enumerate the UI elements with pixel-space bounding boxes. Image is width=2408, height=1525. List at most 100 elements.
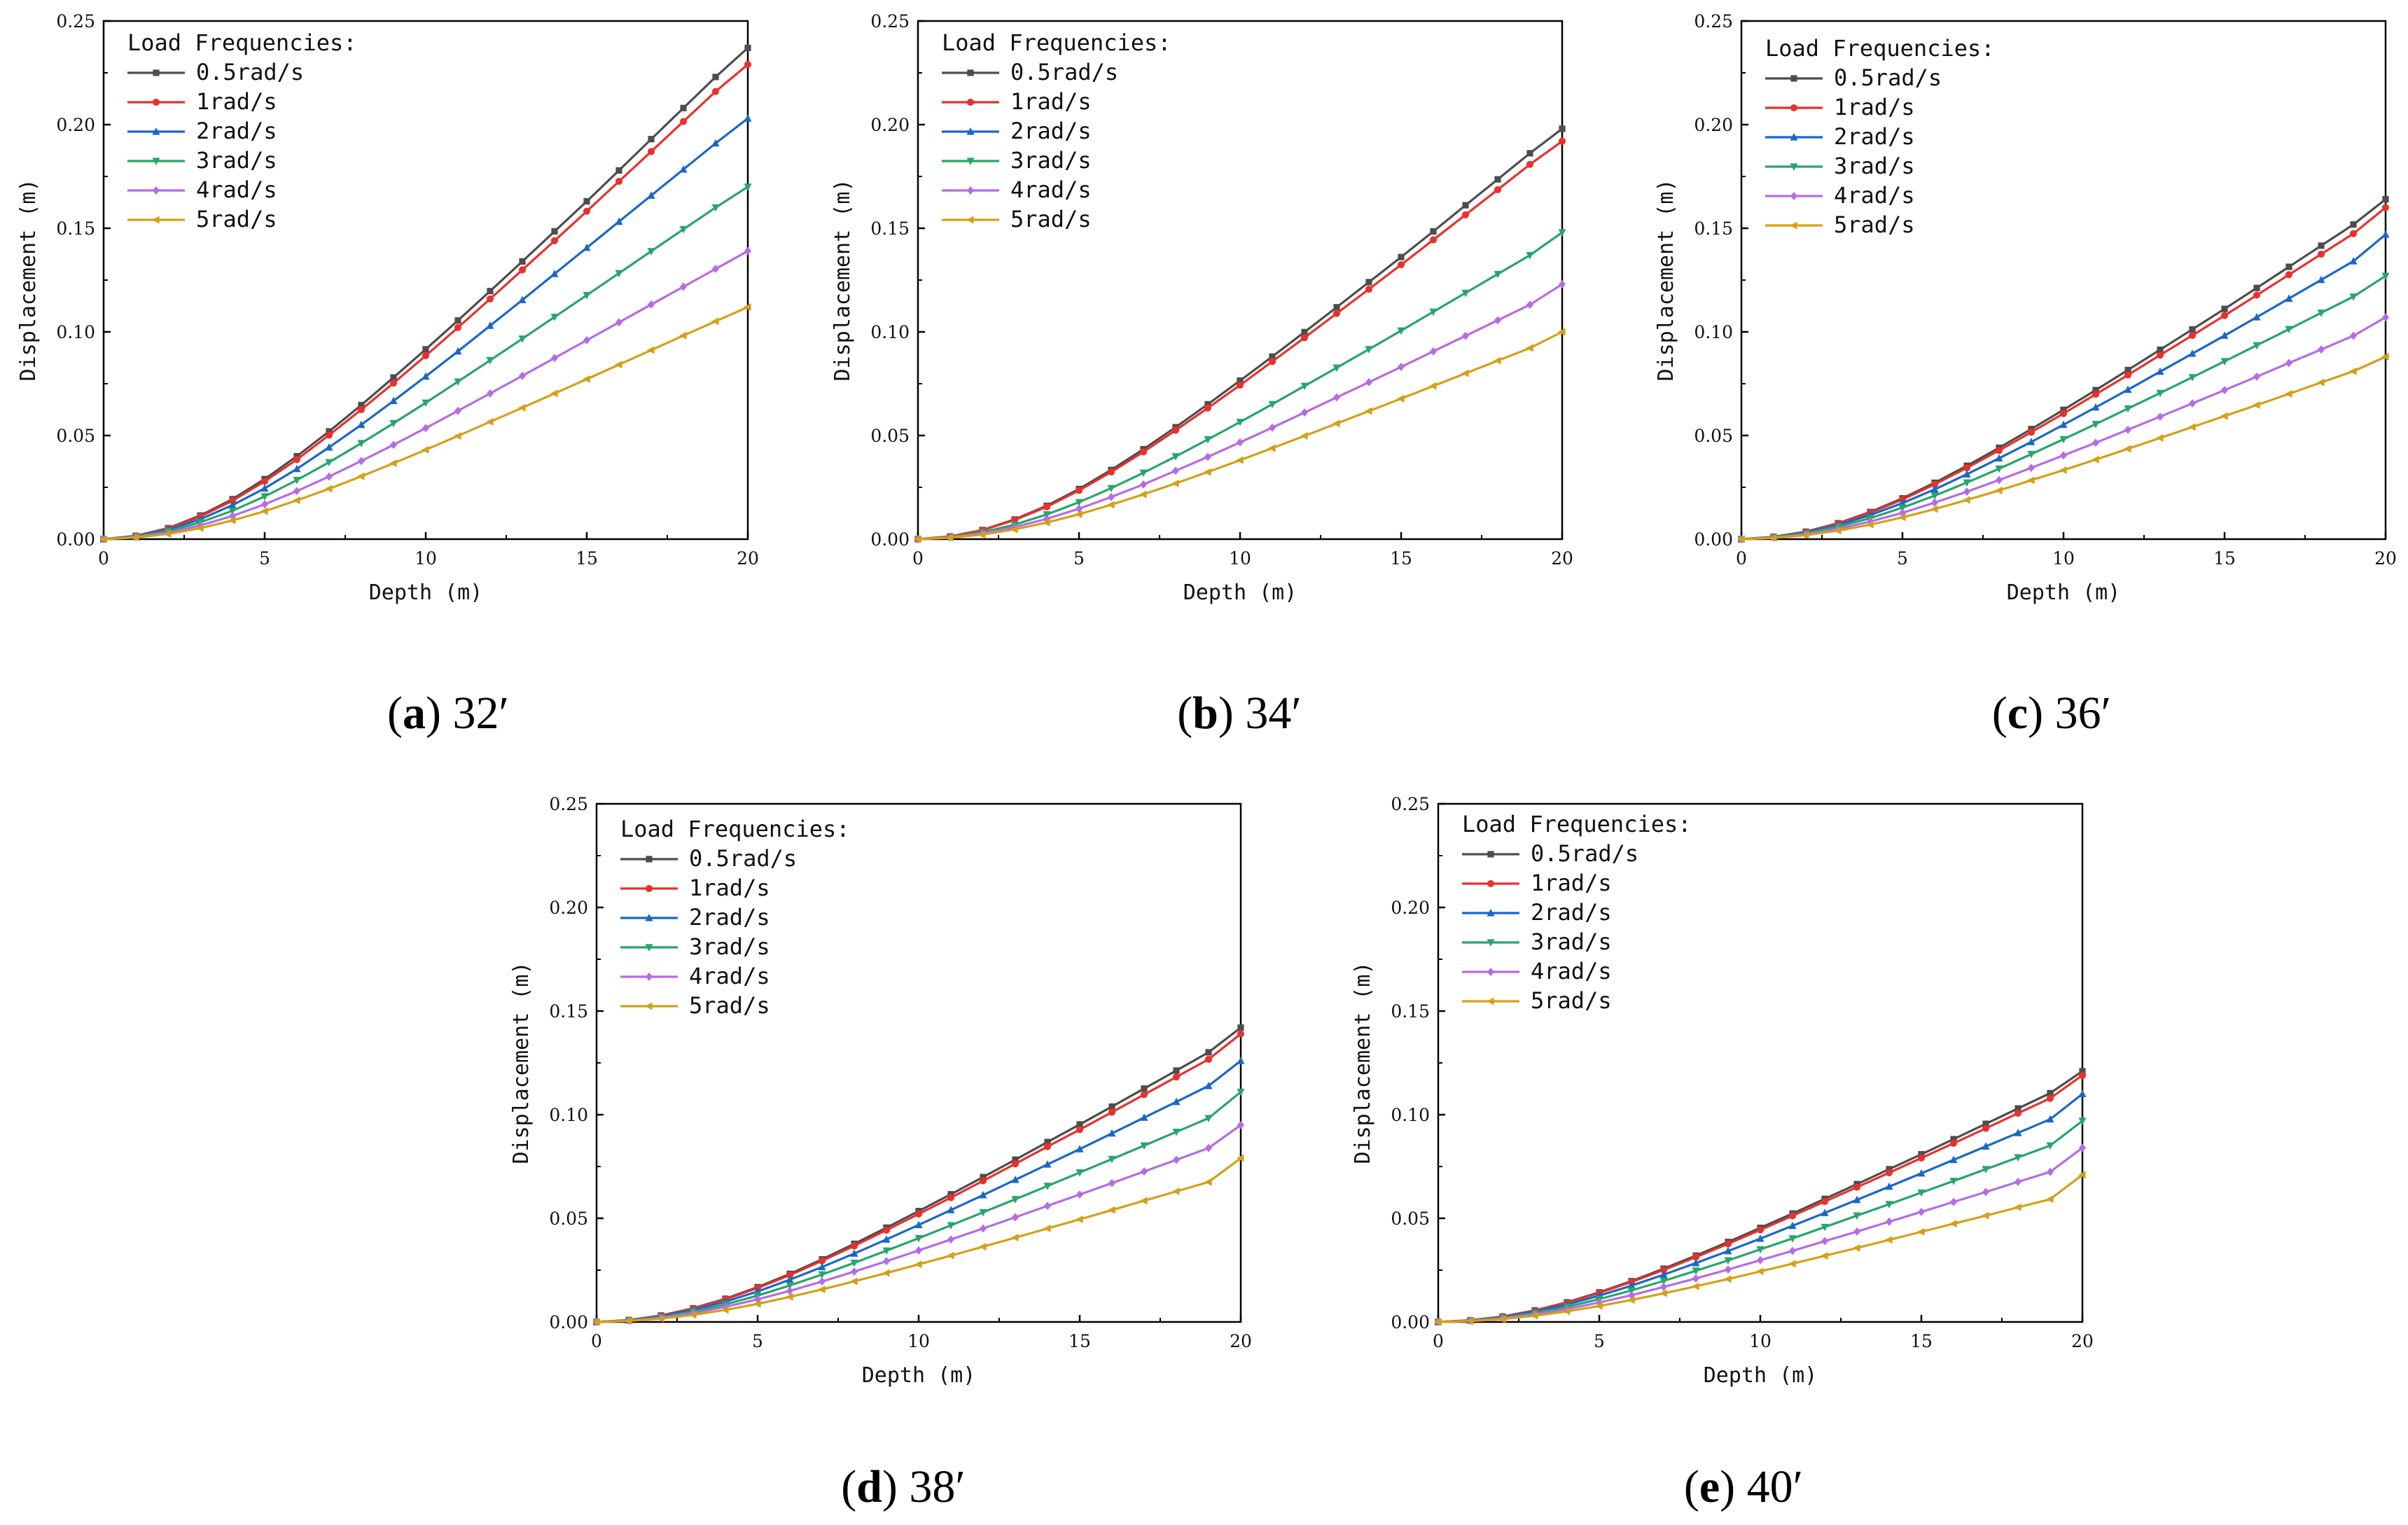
data-point xyxy=(1107,501,1115,509)
x-tick-label: 0 xyxy=(591,1331,602,1351)
y-tick-label: 0.15 xyxy=(870,218,910,239)
data-point xyxy=(2092,391,2100,398)
data-point xyxy=(2349,230,2358,237)
data-point xyxy=(1494,356,1501,365)
y-tick-label: 0.05 xyxy=(56,426,95,446)
series-5rad/s xyxy=(1737,353,2389,543)
data-point xyxy=(422,351,430,360)
data-point xyxy=(1204,404,1212,412)
series-line xyxy=(1741,356,2386,541)
data-point xyxy=(2027,429,2035,436)
data-point xyxy=(2382,195,2389,203)
data-point xyxy=(550,314,559,321)
data-point xyxy=(1140,1197,1148,1205)
data-point xyxy=(2220,312,2229,319)
data-point xyxy=(1558,137,1566,145)
data-point xyxy=(487,288,494,295)
data-point xyxy=(2349,257,2358,265)
data-point xyxy=(2188,331,2197,340)
legend-marker xyxy=(966,98,975,106)
legend-marker xyxy=(152,216,160,224)
legend-marker xyxy=(645,973,653,981)
data-point xyxy=(1172,1155,1181,1164)
x-tick-label: 0 xyxy=(1433,1331,1444,1351)
data-point xyxy=(1237,1120,1245,1129)
legend-marker xyxy=(152,186,160,195)
data-point xyxy=(1011,1175,1019,1183)
data-point xyxy=(1398,253,1405,260)
data-point xyxy=(2027,451,2035,459)
series-line xyxy=(1438,1120,2083,1323)
data-point xyxy=(1995,475,2003,485)
series-2rad/s xyxy=(1737,230,2390,543)
data-point xyxy=(1205,1049,1212,1056)
data-point xyxy=(1995,465,2003,473)
data-point xyxy=(1365,279,1372,286)
data-point xyxy=(1300,334,1309,342)
data-point xyxy=(228,501,237,509)
data-point xyxy=(1917,1227,1925,1236)
data-point xyxy=(2124,366,2131,374)
chart-panel-a: 0 5 10 15 20 0.00 0.05 0.10 0.15 0.20 0.25 Depth (m… xyxy=(16,11,759,739)
legend-entry: 5rad/s xyxy=(1010,206,1092,232)
x-tick-label: 20 xyxy=(2071,1331,2094,1351)
data-point xyxy=(325,443,333,451)
data-point xyxy=(1333,304,1340,311)
data-point xyxy=(2124,405,2132,413)
data-point xyxy=(1821,1252,1828,1260)
figure-caption: (d) 38′ xyxy=(841,1461,966,1512)
legend-marker xyxy=(645,944,653,952)
data-point xyxy=(1365,346,1373,354)
legend-marker xyxy=(1790,75,1797,82)
data-point xyxy=(2046,1167,2054,1176)
data-point xyxy=(2078,1171,2086,1179)
data-point xyxy=(1076,1145,1084,1153)
x-tick-label: 0 xyxy=(912,548,924,569)
data-point xyxy=(2220,331,2229,339)
data-point xyxy=(711,88,720,95)
data-point xyxy=(2046,1195,2054,1204)
data-point xyxy=(1917,1169,1926,1177)
data-point xyxy=(1108,1206,1115,1214)
data-point xyxy=(454,406,462,415)
y-axis-label: Displacement (m) xyxy=(830,179,855,382)
data-point xyxy=(1171,453,1180,461)
data-point xyxy=(1397,261,1405,269)
data-point xyxy=(1172,1073,1181,1081)
data-point xyxy=(679,331,687,340)
legend-entry: 1rad/s xyxy=(689,875,770,901)
data-point xyxy=(1885,1182,1893,1190)
data-point xyxy=(1139,469,1148,478)
data-point xyxy=(914,1260,922,1269)
data-point xyxy=(615,178,623,186)
data-point xyxy=(1204,1081,1213,1089)
data-point xyxy=(711,317,719,326)
legend: Load Frequencies:0.5rad/s 1rad/s 2rad/s 3ra… xyxy=(1765,35,1995,238)
data-point xyxy=(2156,389,2164,398)
data-point xyxy=(486,321,494,329)
data-point xyxy=(1494,316,1502,325)
data-point xyxy=(1950,1136,1957,1143)
data-point xyxy=(1930,485,1939,493)
y-tick-label: 0.15 xyxy=(549,1001,588,1022)
data-point xyxy=(1204,1143,1213,1153)
series-1rad/s xyxy=(99,61,752,543)
data-point xyxy=(2188,349,2197,357)
data-point xyxy=(1627,1296,1635,1304)
data-point xyxy=(486,356,494,365)
x-tick-label: 5 xyxy=(1073,548,1085,569)
legend-marker xyxy=(645,1002,653,1010)
legend-marker xyxy=(1487,939,1495,947)
y-tick-label: 0.00 xyxy=(1391,1312,1430,1332)
data-point xyxy=(2220,358,2229,366)
data-point xyxy=(946,534,954,542)
data-point xyxy=(711,265,720,273)
legend-marker xyxy=(646,856,653,863)
data-point xyxy=(914,1234,923,1243)
data-point xyxy=(1494,176,1501,183)
data-point xyxy=(486,295,494,302)
data-point xyxy=(1930,492,1939,500)
data-point xyxy=(1756,1234,1765,1242)
data-point xyxy=(1434,1318,1442,1326)
data-point xyxy=(2078,1071,2087,1079)
